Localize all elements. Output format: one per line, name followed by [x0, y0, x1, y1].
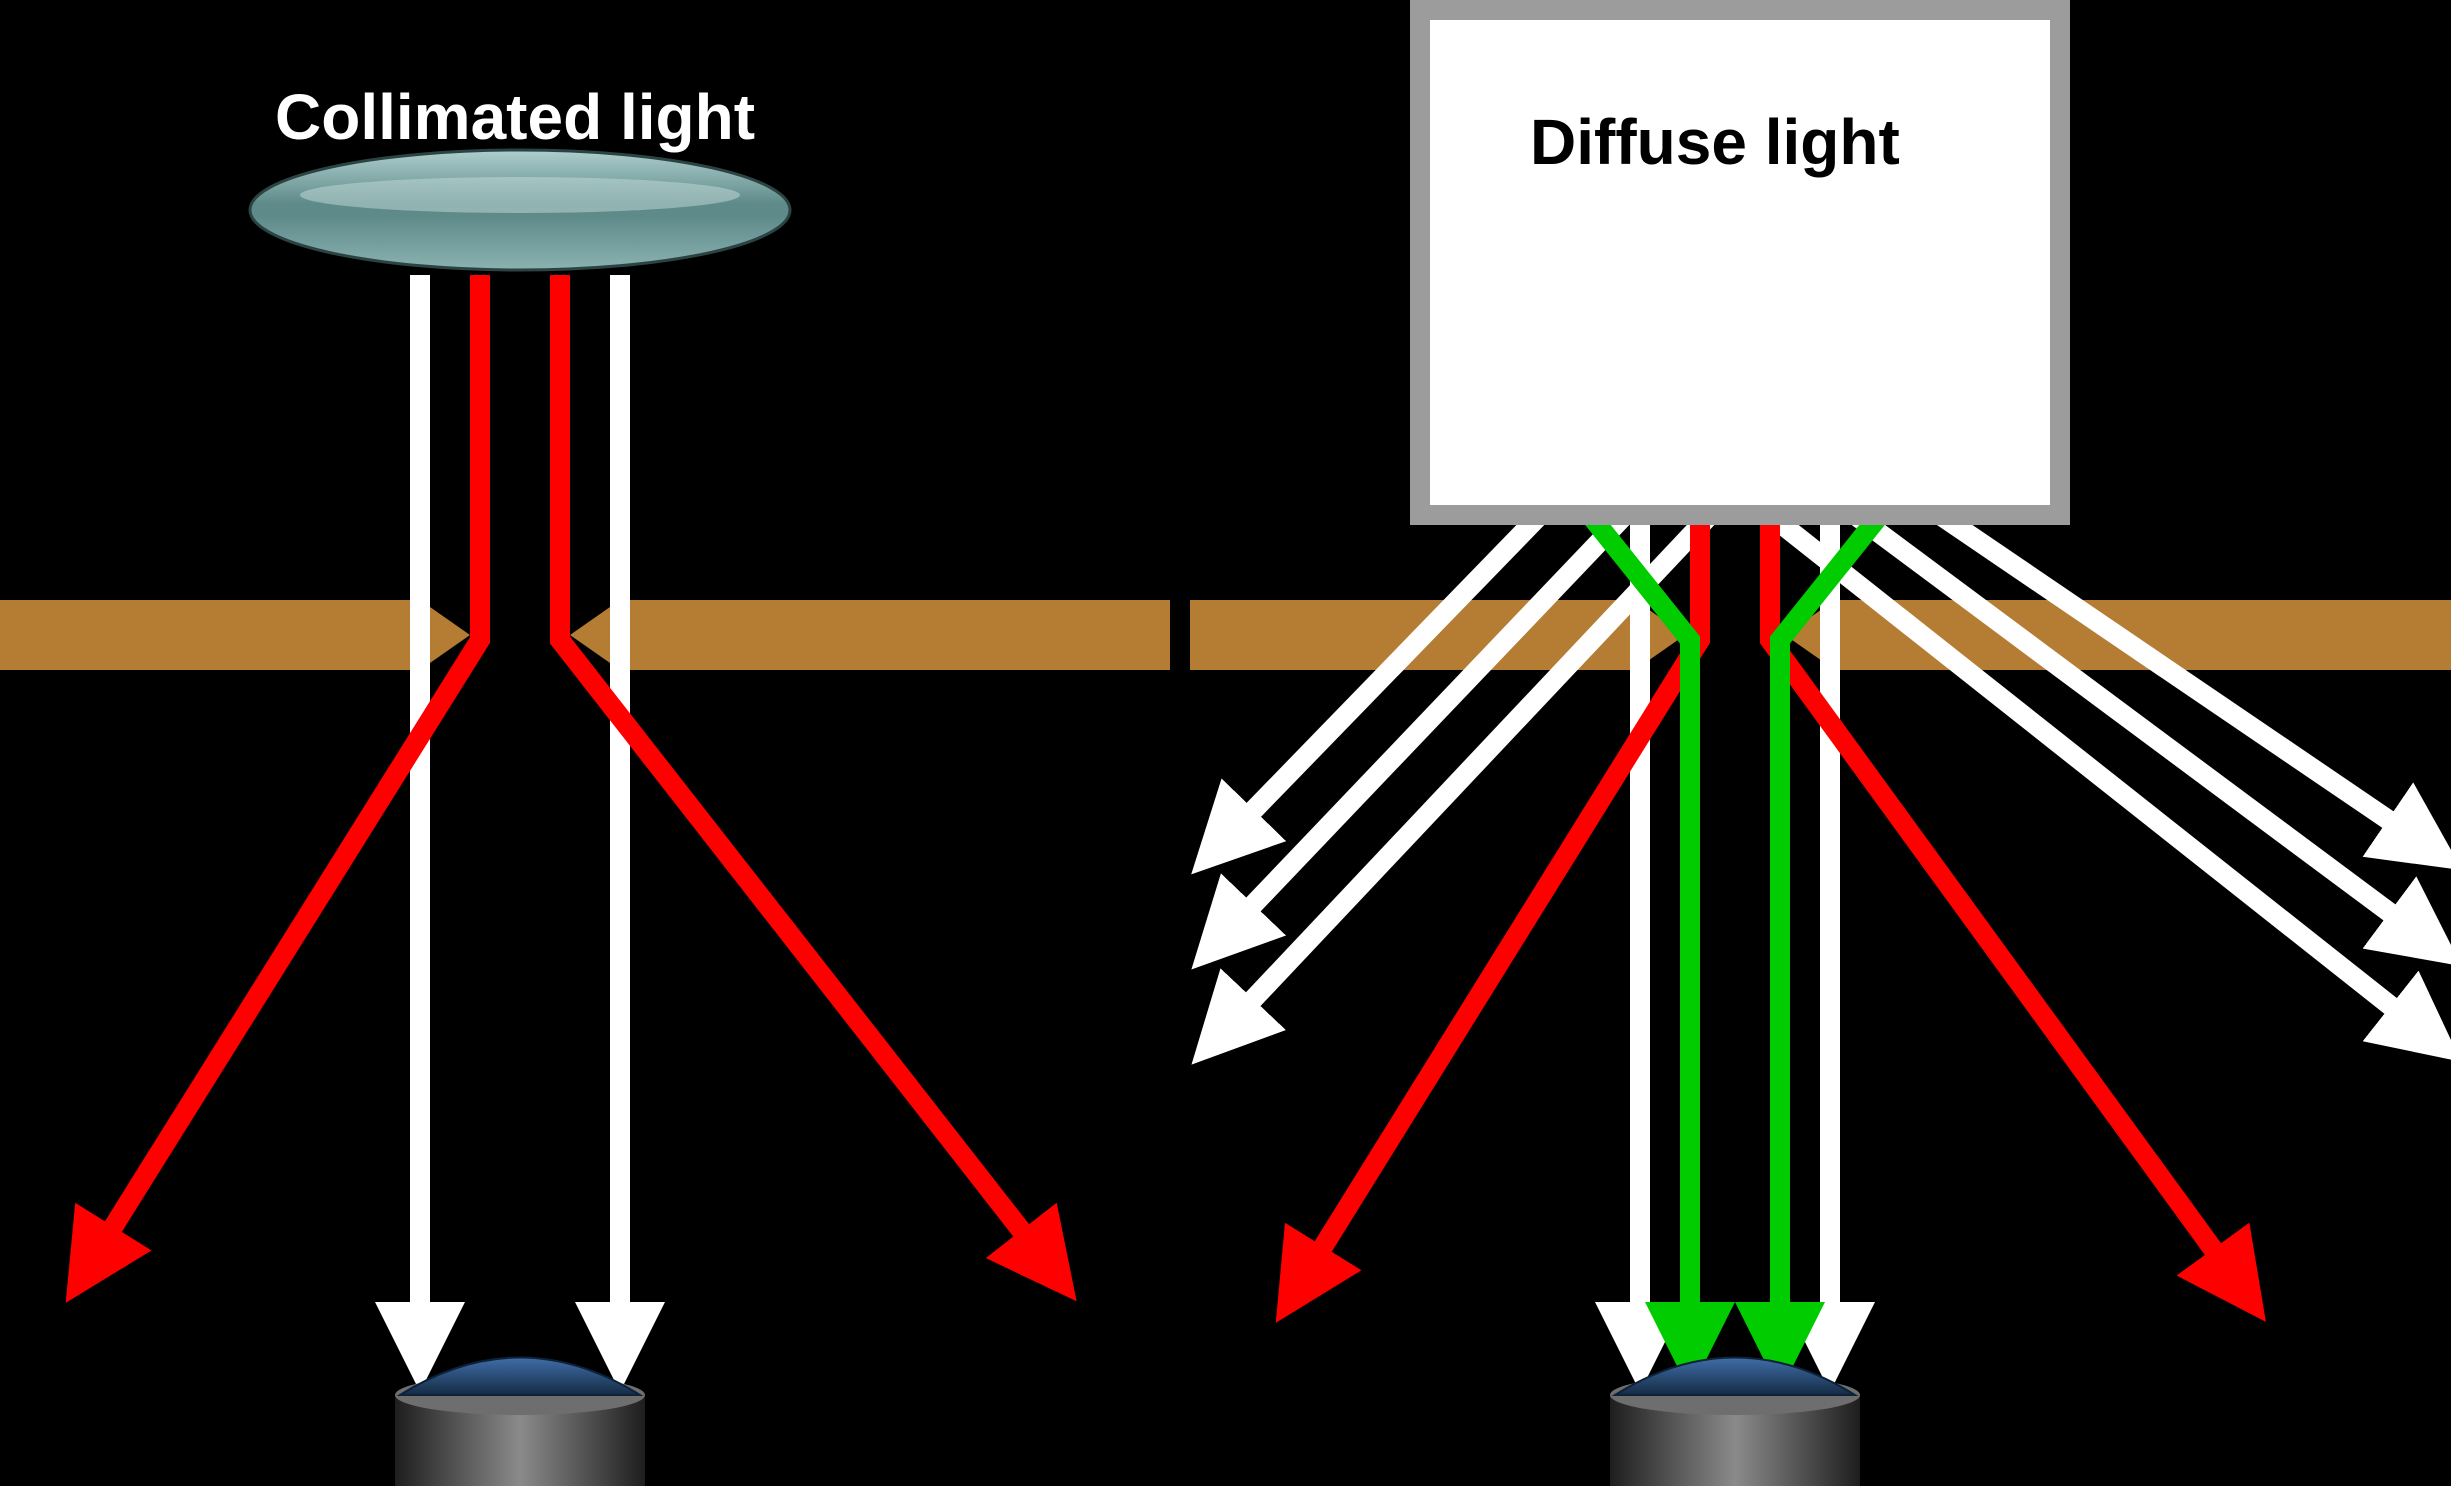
left-detector — [395, 1358, 645, 1486]
right-detector — [1610, 1358, 1860, 1486]
left-title: Collimated light — [275, 80, 755, 154]
right-title: Diffuse light — [1530, 105, 1900, 179]
left-panel — [0, 150, 1170, 1486]
right-panel — [1190, 10, 2451, 1486]
diagram-svg — [0, 0, 2451, 1486]
collimated-source-lens — [250, 150, 790, 270]
diagram-stage: Collimated light Diffuse light — [0, 0, 2451, 1486]
diffuse-source-box — [1420, 10, 2060, 515]
left-arrows — [80, 275, 1060, 1365]
